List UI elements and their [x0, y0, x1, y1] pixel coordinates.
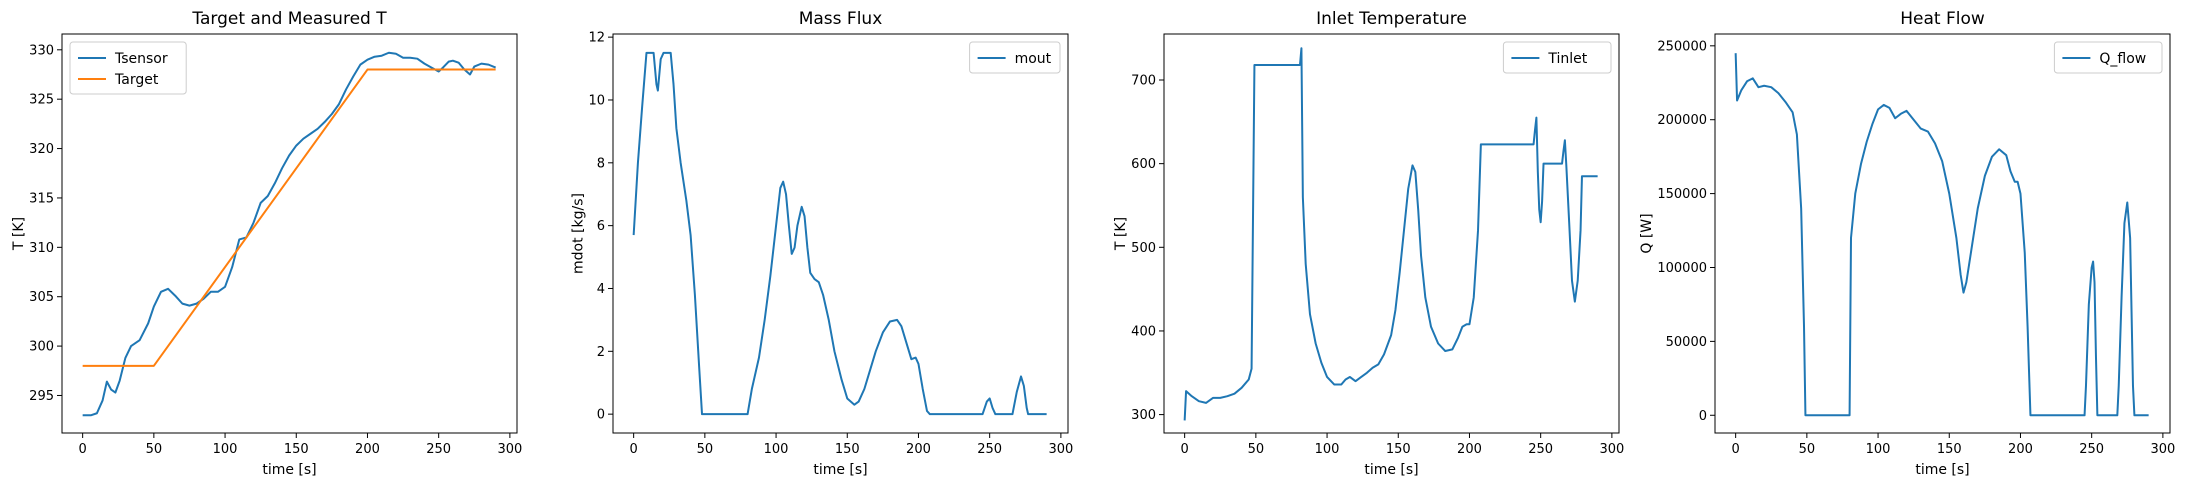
plot-frame	[1714, 33, 2171, 434]
y-tick-label: 300	[1131, 408, 1156, 423]
legend: Tsensor Target	[69, 41, 187, 95]
y-tick-label: 12	[588, 31, 605, 46]
y-tick-label: 0	[597, 408, 605, 423]
chart-title: Target and Measured T	[191, 9, 387, 29]
x-tick-label: 100	[1315, 442, 1340, 457]
y-tick-label: 600	[1131, 157, 1156, 172]
x-tick-label: 300	[497, 442, 522, 457]
legend: Tinlet	[1502, 41, 1612, 74]
x-tick-label: 0	[630, 442, 638, 457]
x-tick-label: 50	[697, 442, 714, 457]
legend-box	[69, 41, 187, 95]
x-tick-label: 50	[1799, 442, 1816, 457]
chart-title: Inlet Temperature	[1316, 9, 1467, 29]
x-axis-label: time [s]	[813, 462, 867, 478]
plot-frame	[612, 33, 1069, 434]
x-tick-label: 0	[1732, 442, 1740, 457]
chart-panel-4: 0 50 100 150 200 250 300 0 50000 100000 150000 2000…	[1639, 9, 2175, 478]
x-tick-label: 50	[146, 442, 163, 457]
x-tick-label: 150	[1386, 442, 1411, 457]
y-axis-label: T [K]	[1113, 217, 1129, 251]
x-tick-label: 250	[2079, 442, 2104, 457]
y-tick-label: 50000	[1666, 335, 1707, 350]
chart-panel-2: 0 50 100 150 200 250 300 0 2 4 6 8 10 12 Mass Flux time…	[570, 9, 1073, 478]
x-tick-label: 250	[426, 442, 451, 457]
x-axis-label: time [s]	[1915, 462, 1969, 478]
y-tick-label: 330	[29, 43, 54, 58]
y-tick-label: 200000	[1657, 113, 1707, 128]
y-tick-label: 100000	[1657, 261, 1707, 276]
y-tick-label: 300	[29, 340, 54, 355]
x-tick-label: 0	[1181, 442, 1189, 457]
x-tick-label: 300	[1048, 442, 1073, 457]
y-tick-label: 325	[29, 93, 54, 108]
plot-frame	[1163, 33, 1620, 434]
legend-box	[969, 41, 1061, 74]
legend-label: mout	[1015, 51, 1052, 67]
x-axis-label: time [s]	[1364, 462, 1418, 478]
plot-frame	[61, 33, 518, 434]
x-tick-label: 300	[1599, 442, 1624, 457]
series-line-q-flow	[1734, 53, 2149, 417]
y-tick-label: 150000	[1657, 187, 1707, 202]
y-tick-label: 700	[1131, 74, 1156, 89]
x-tick-label: 50	[1248, 442, 1265, 457]
series-line-mout	[632, 51, 1047, 416]
y-tick-label: 10	[588, 93, 605, 108]
x-tick-label: 250	[1528, 442, 1553, 457]
legend-label: Target	[114, 72, 159, 88]
y-tick-label: 400	[1131, 324, 1156, 339]
y-tick-label: 250000	[1657, 39, 1707, 54]
x-axis-label: time [s]	[262, 462, 316, 478]
y-tick-label: 4	[597, 282, 605, 297]
x-tick-label: 300	[2150, 442, 2175, 457]
x-tick-label: 250	[977, 442, 1002, 457]
series-line-tsensor	[82, 51, 497, 417]
x-tick-label: 150	[835, 442, 860, 457]
chart-title: Heat Flow	[1900, 9, 1985, 29]
y-tick-label: 500	[1131, 241, 1156, 256]
x-tick-label: 200	[906, 442, 931, 457]
chart-title: Mass Flux	[799, 9, 883, 29]
y-axis-label: T [K]	[11, 217, 27, 251]
legend-label: Tinlet	[1547, 51, 1587, 67]
legend-label: Q_flow	[2099, 51, 2146, 67]
legend-label: Tsensor	[114, 51, 168, 67]
y-axis-label: Q [W]	[1639, 213, 1655, 253]
legend: Q_flow	[2053, 41, 2163, 74]
y-tick-label: 295	[29, 389, 54, 404]
x-tick-label: 0	[79, 442, 87, 457]
series-line-tinlet	[1183, 47, 1598, 421]
series-line-target	[82, 68, 496, 367]
x-tick-label: 100	[213, 442, 238, 457]
legend-box	[1502, 41, 1612, 74]
x-tick-label: 200	[2008, 442, 2033, 457]
y-tick-label: 0	[1699, 409, 1707, 424]
x-tick-label: 100	[764, 442, 789, 457]
x-tick-label: 100	[1866, 442, 1891, 457]
y-tick-label: 310	[29, 241, 54, 256]
chart-panel-3: 0 50 100 150 200 250 300 300 400 500 600 700 Inlet T…	[1113, 9, 1624, 478]
y-tick-label: 315	[29, 191, 54, 206]
y-tick-label: 6	[597, 219, 605, 234]
y-tick-label: 305	[29, 290, 54, 305]
x-tick-label: 150	[1937, 442, 1962, 457]
y-tick-label: 2	[597, 345, 605, 360]
y-tick-label: 320	[29, 142, 54, 157]
legend: mout	[969, 41, 1061, 74]
y-axis-label: mdot [kg/s]	[570, 193, 586, 274]
legend-box	[2053, 41, 2163, 74]
x-tick-label: 200	[355, 442, 380, 457]
x-tick-label: 200	[1457, 442, 1482, 457]
y-tick-label: 8	[597, 156, 605, 171]
x-tick-label: 150	[284, 442, 309, 457]
chart-panel-1: 0 50 100 150 200 250 300 295 300 305 310 315 320 325 3…	[11, 9, 522, 478]
